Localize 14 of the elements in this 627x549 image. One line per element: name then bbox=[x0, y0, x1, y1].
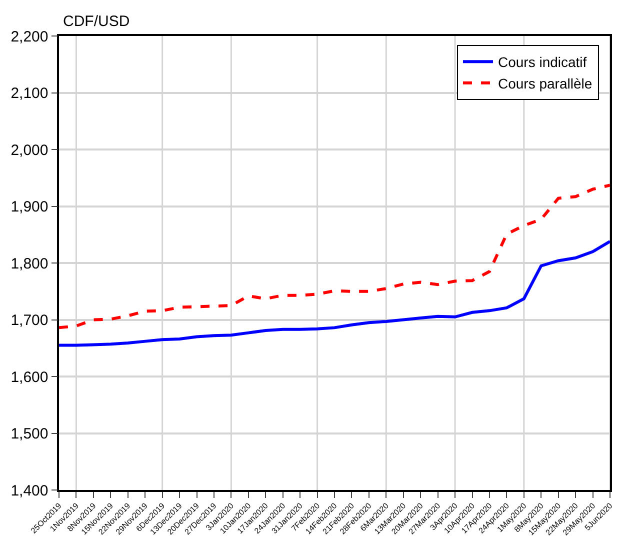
y-tick-label: 1,500 bbox=[10, 426, 48, 442]
y-tick-label: 1,900 bbox=[10, 198, 48, 216]
line-series bbox=[59, 184, 610, 330]
y-tick-label: 1,800 bbox=[10, 255, 48, 272]
legend-label: Cours parallèle bbox=[498, 75, 592, 92]
y-tick-label: 2,100 bbox=[10, 85, 48, 102]
y-tick-label: 2,000 bbox=[10, 142, 48, 159]
y-tick-label: 1,600 bbox=[10, 368, 48, 386]
line-series bbox=[59, 240, 610, 347]
y-tick-label: 1,400 bbox=[10, 482, 48, 500]
y-axis-title: CDF/USD bbox=[63, 13, 130, 30]
legend-label: Cours indicatif bbox=[498, 54, 587, 70]
y-tick-label: 1,700 bbox=[10, 312, 48, 329]
y-tick-label: 2,200 bbox=[10, 28, 48, 46]
